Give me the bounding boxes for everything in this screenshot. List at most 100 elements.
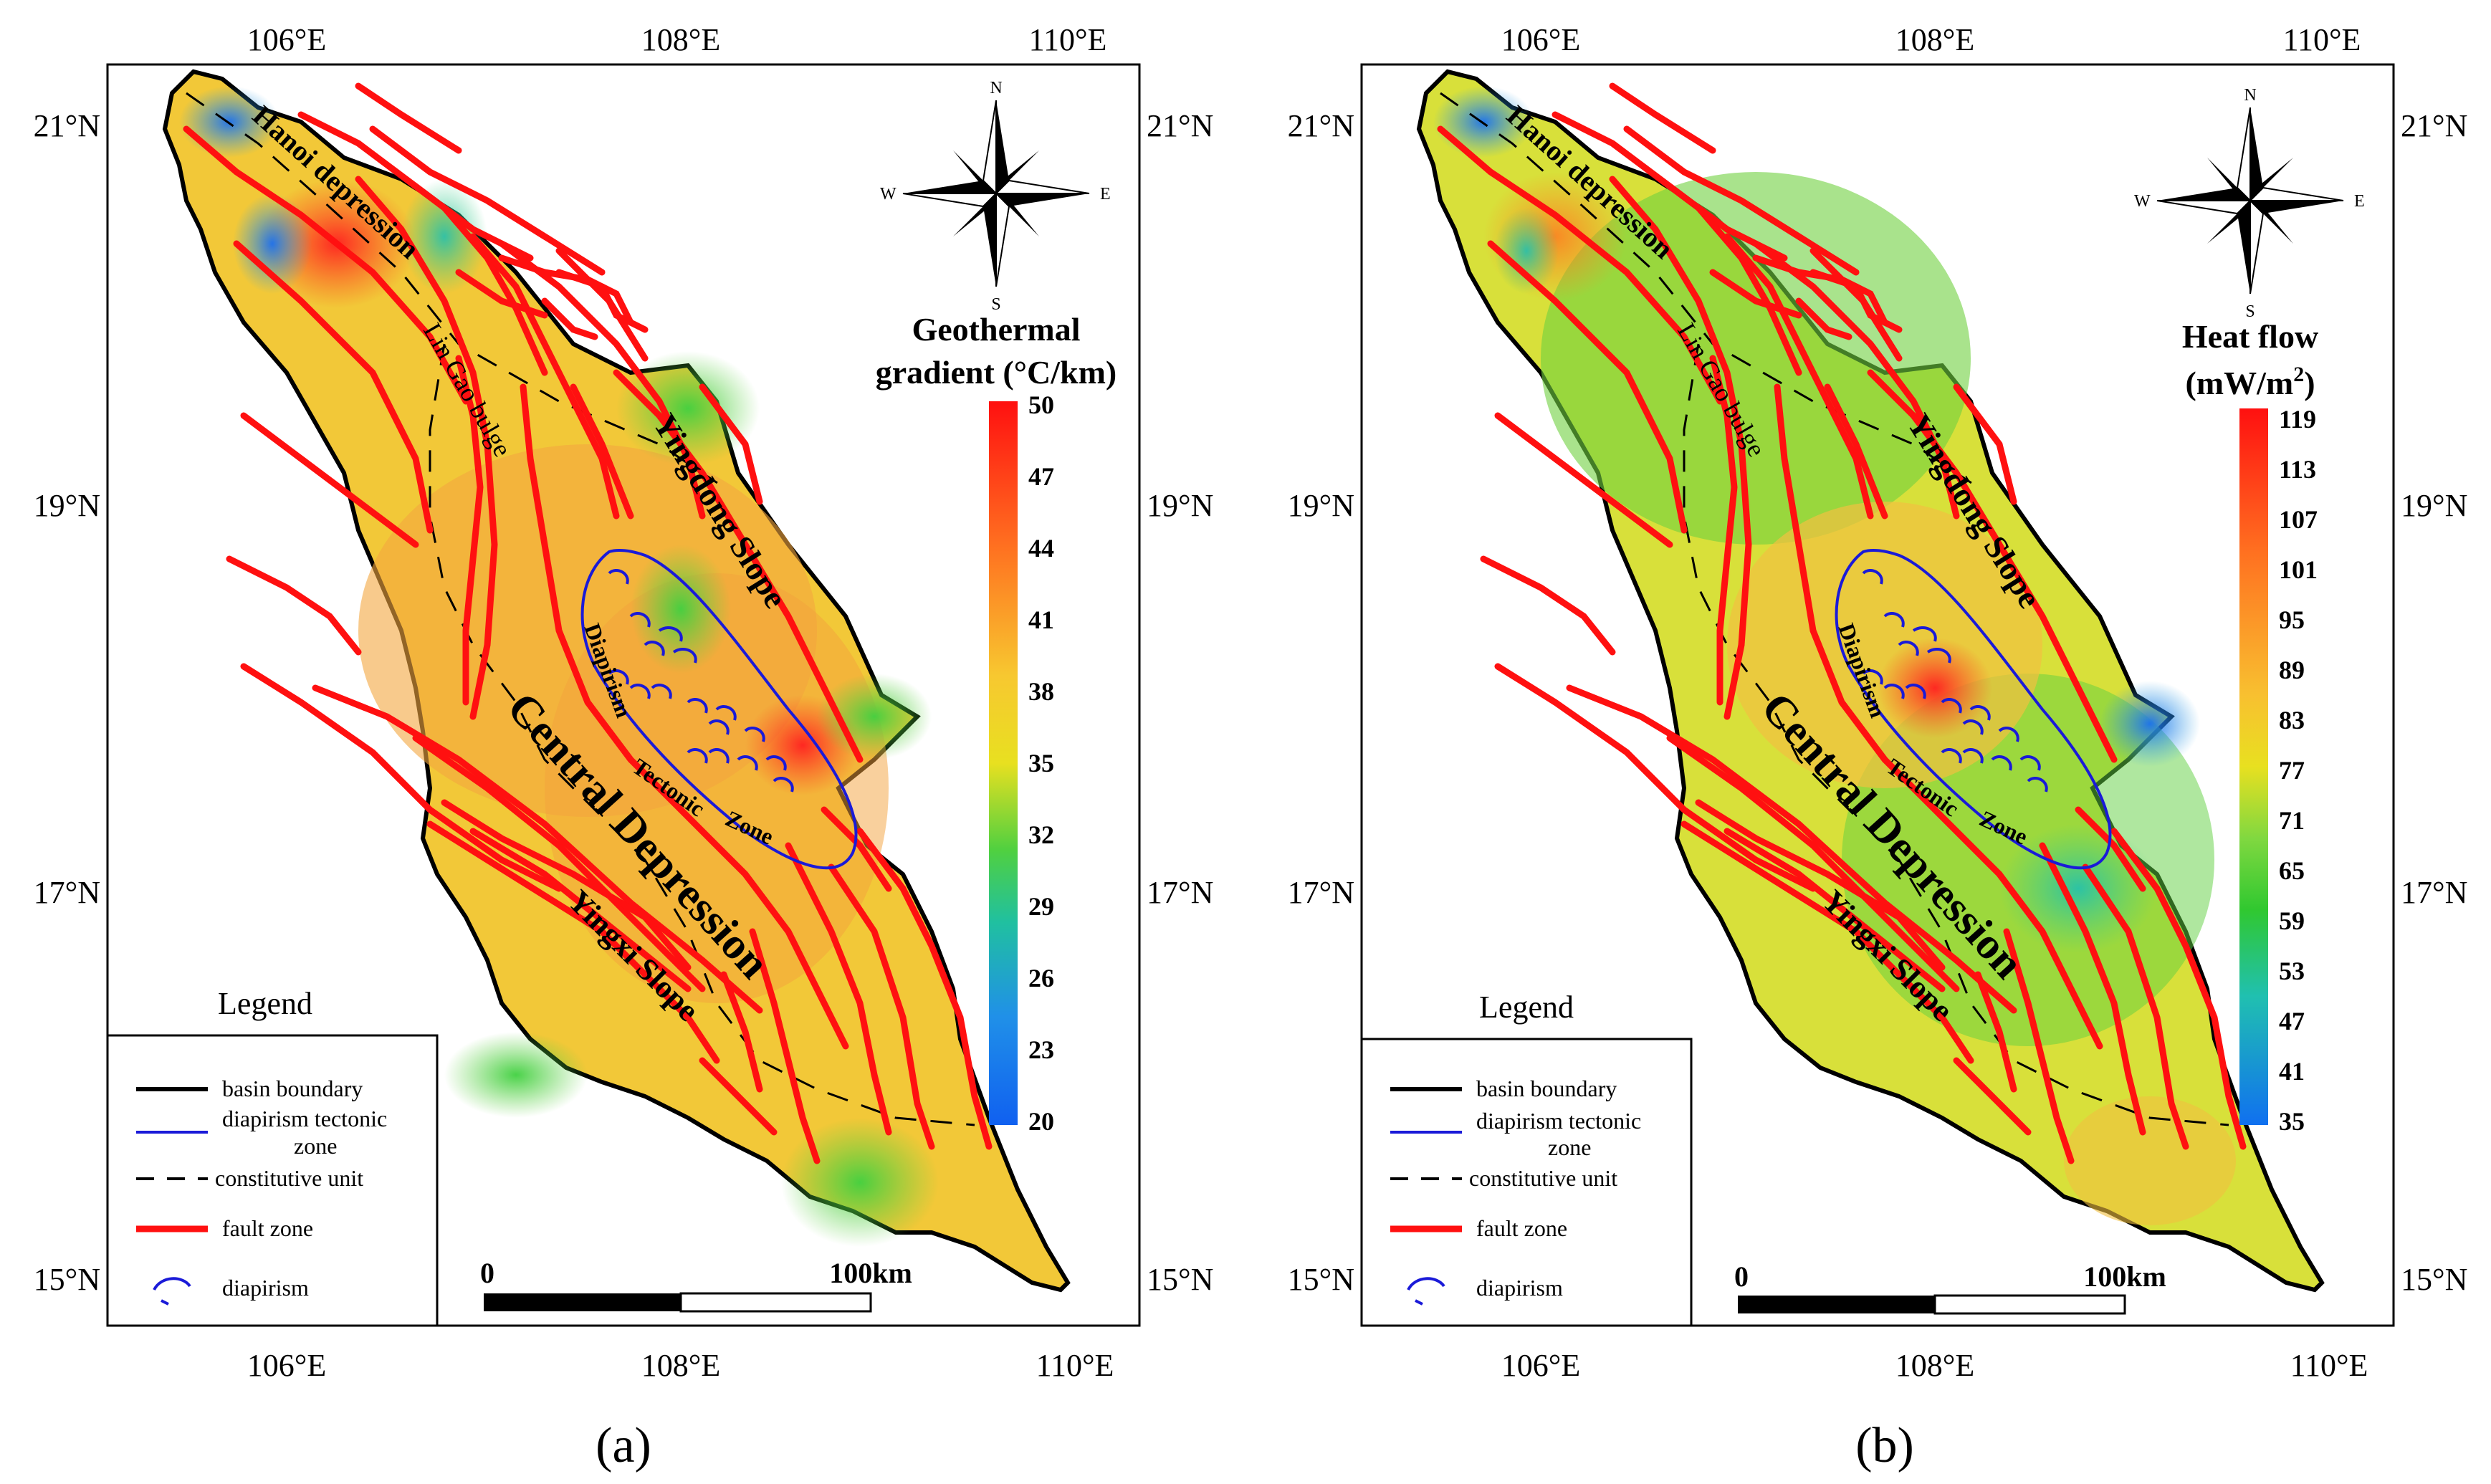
lat-tick: 19°N: [34, 488, 100, 523]
lon-tick: 106°E: [1501, 22, 1580, 57]
lat-tick: 19°N: [1288, 488, 1354, 523]
colorbar-tick-label: 65: [2279, 856, 2305, 885]
diapir-mark: [608, 669, 629, 685]
compass-n: N: [2244, 86, 2256, 105]
colorbar-tick-label: 41: [2279, 1057, 2305, 1086]
diapir-marks: [1862, 569, 2048, 793]
fault-lines: [1437, 82, 2247, 1164]
diapir-mark: [765, 755, 787, 771]
fault-line: [570, 383, 634, 520]
fault-line: [297, 111, 534, 262]
diapir-mark: [1905, 684, 1926, 699]
lon-tick: 106°E: [247, 22, 326, 57]
diapirism-zone-outline: [580, 548, 858, 870]
fault-line: [720, 971, 763, 1093]
lon-tick: 108°E: [641, 22, 720, 57]
diapir-mark: [1926, 648, 1951, 664]
lat-tick: 17°N: [2401, 875, 2467, 910]
colorbar-unit-sup: 2: [2293, 363, 2304, 386]
legend-diapirism: diapirism: [222, 1275, 309, 1301]
fault-line: [520, 383, 849, 1050]
diapir-mark: [1898, 641, 1919, 656]
diapir-mark: [1941, 748, 1962, 764]
colorbar-tick-label: 59: [2279, 906, 2305, 935]
colorbar-title-line1: Heat flow: [2182, 318, 2318, 355]
colorbar-ramp: [989, 401, 1018, 1125]
lat-tick: 17°N: [1288, 875, 1354, 910]
colorbar-title-line2: gradient (°C/km): [876, 354, 1117, 391]
legend-constitutive-unit: constitutive unit: [215, 1165, 363, 1191]
lon-tick: 110°E: [1036, 1348, 1114, 1383]
colorbar-tick-label: 35: [2279, 1107, 2305, 1136]
lat-tick: 21°N: [2401, 108, 2467, 143]
diapir-mark: [708, 748, 730, 764]
fault-line: [1752, 254, 1888, 326]
fault-line: [1795, 297, 1852, 340]
fault-line: [1774, 383, 2103, 1050]
compass-e: E: [2354, 192, 2365, 211]
fault-line: [785, 842, 892, 1136]
scalebar-end: 100km: [2083, 1260, 2166, 1293]
colorbar-tick-label: 38: [1028, 677, 1054, 706]
scalebar-end: 100km: [829, 1257, 912, 1289]
fault-line: [1824, 383, 1888, 520]
diapir-mark: [737, 755, 758, 771]
fault-line: [498, 254, 634, 326]
fault-line: [233, 240, 434, 534]
fault-line: [1487, 240, 1688, 534]
legend-fault-zone: fault zone: [222, 1215, 313, 1241]
colorbar-tick-label: 101: [2279, 555, 2318, 584]
diapir-mark: [1912, 626, 1937, 642]
fault-line: [2082, 863, 2189, 1150]
fault-line: [1709, 269, 1802, 319]
fault-line: [355, 176, 498, 720]
diapir-mark: [608, 569, 629, 585]
fault-line: [1437, 125, 1723, 405]
fault-line: [469, 233, 620, 520]
fault-line: [2003, 928, 2075, 1164]
fault-line: [441, 204, 548, 376]
fault-line: [1695, 799, 1946, 971]
fault-line: [1494, 663, 1817, 892]
fault-line: [240, 663, 563, 892]
fault-line: [1552, 111, 1788, 262]
fault-line: [412, 734, 706, 992]
fault-line: [749, 928, 821, 1164]
lon-tick: 108°E: [1895, 1348, 1974, 1383]
fault-line: [1609, 176, 1752, 720]
legend-diapirism-zone: diapirism tectonic: [1476, 1108, 1641, 1134]
colorbar-tick-label: 107: [2279, 505, 2318, 534]
fault-line: [1723, 233, 1874, 520]
lon-ticks-bottom: 106°E 108°E 110°E: [1501, 1348, 2368, 1383]
panel-caption-b: (b): [1855, 1418, 1914, 1473]
legend-constitutive-unit: constitutive unit: [1469, 1165, 1617, 1191]
fault-line: [699, 1057, 778, 1136]
fault-lines: [183, 82, 993, 1164]
legend: Legend basin boundary diapirism tectonic…: [1360, 990, 1693, 1327]
fault-line: [1752, 240, 1960, 520]
lon-ticks-bottom: 106°E 108°E 110°E: [247, 1348, 1114, 1383]
colorbar: Geothermal gradient (°C/km) 50 47 44 41 38 35…: [876, 311, 1117, 1136]
scalebar-start: 0: [480, 1257, 494, 1289]
legend-box: [1360, 1038, 1693, 1327]
compass-rose: N S E W: [2134, 86, 2365, 321]
diapir-mark: [651, 684, 672, 699]
diapir-mark: [2019, 755, 2041, 771]
panel-b: Hanoi depression Lin Gao bulge Yingdong …: [1288, 22, 2468, 1473]
colorbar-tick-label: 23: [1028, 1035, 1054, 1064]
fault-line: [699, 383, 763, 505]
lat-tick: 15°N: [34, 1262, 100, 1297]
diapir-mark: [1883, 612, 1905, 628]
lat-tick: 19°N: [1147, 488, 1213, 523]
fault-line: [226, 555, 362, 656]
fault-line: [469, 828, 692, 992]
lon-tick: 110°E: [2290, 1348, 2368, 1383]
colorbar-tick-label: 83: [2279, 706, 2305, 734]
colorbar-ramp: [2239, 408, 2268, 1125]
fault-line: [1695, 204, 1802, 376]
diapir-mark: [1969, 705, 1991, 721]
lon-tick: 108°E: [641, 1348, 720, 1383]
legend-basin-boundary: basin boundary: [1476, 1076, 1617, 1101]
legend-diapirism: diapirism: [1476, 1275, 1563, 1301]
colorbar-tick-label: 50: [1028, 391, 1054, 419]
